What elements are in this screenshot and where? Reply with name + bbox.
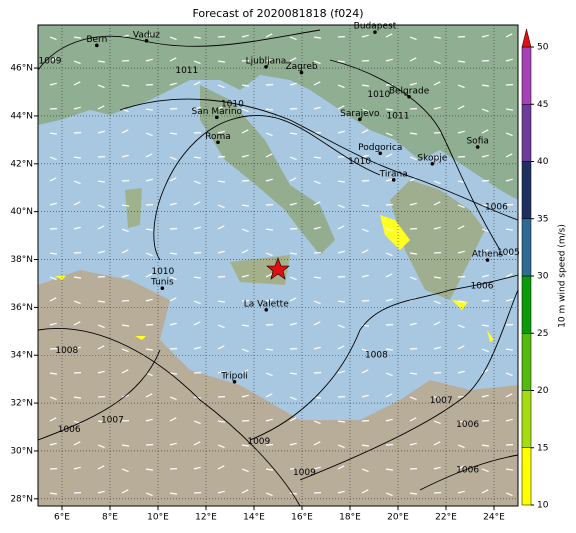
map-title: Forecast of 2020081818 (f024) (192, 7, 363, 20)
colorbar-tick-label: 20 (537, 386, 549, 396)
city-name: Roma (205, 132, 231, 142)
colorbar-tick-label: 30 (537, 272, 549, 282)
colorbar-segment (522, 276, 531, 333)
lat-tick-label: 46°N (10, 64, 33, 74)
colorbar-tick-label: 10 (537, 501, 549, 511)
lon-tick-label: 10°E (147, 513, 169, 523)
colorbar-tick-label: 40 (537, 157, 549, 167)
lon-tick-label: 20°E (387, 513, 409, 523)
isobar-label: 1006 (456, 420, 479, 430)
lon-tick-label: 12°E (195, 513, 217, 523)
isobar-label: 1011 (175, 66, 198, 76)
isobar-label: 1009 (293, 468, 316, 478)
colorbar: 10 15 20 25 30 35 40 45 50 10 m wind speed (m/s) (522, 29, 568, 511)
colorbar-extend (522, 29, 531, 47)
colorbar-segment (522, 219, 531, 276)
isobar-label: 1006 (471, 281, 494, 291)
colorbar-segment (522, 391, 531, 448)
lat-tick-label: 42°N (10, 159, 33, 169)
colorbar-label: 10 m wind speed (m/s) (558, 224, 568, 328)
isobar-label: 1006 (485, 202, 508, 212)
isobar-label: 1009 (39, 56, 62, 66)
lat-tick-label: 40°N (10, 207, 33, 217)
isobar-label: 1007 (101, 415, 124, 425)
colorbar-tick-label: 50 (537, 43, 549, 53)
isobar-label: 1009 (247, 437, 270, 447)
colorbar-tick-label: 25 (537, 329, 548, 339)
isobar-label: 1011 (387, 111, 410, 121)
isobar-label: 1008 (365, 351, 388, 361)
city-name: Sarajevo (340, 109, 380, 119)
city-name: Podgorica (358, 143, 402, 153)
lon-tick-label: 24°E (483, 513, 505, 523)
isobar-label: 1010 (348, 157, 371, 167)
city-name: La Valette (244, 299, 289, 309)
lat-tick-label: 36°N (10, 303, 33, 313)
lat-tick-label: 30°N (10, 446, 33, 456)
colorbar-segment (522, 47, 531, 104)
city-name: Tripoli (220, 371, 248, 381)
colorbar-tick-label: 15 (537, 443, 548, 453)
isobar-label: 1010 (151, 267, 174, 277)
colorbar-segment (522, 104, 531, 161)
isobar-label: 1006 (456, 466, 479, 476)
city-name: San Marino (192, 107, 243, 117)
lat-tick-label: 44°N (10, 111, 33, 121)
city-name: Sofia (466, 137, 488, 147)
lat-tick-label: 32°N (10, 399, 33, 409)
city-name: Belgrade (389, 86, 430, 96)
colorbar-tick-label: 45 (537, 100, 548, 110)
city-name: Tunis (150, 278, 174, 288)
colorbar-segment (522, 448, 531, 505)
lat-tick-label: 28°N (10, 494, 33, 504)
colorbar-tick-label: 35 (537, 214, 548, 224)
isobar-label: 1008 (55, 346, 78, 356)
city-name: Bern (86, 35, 107, 45)
isobar-label: 1006 (58, 425, 81, 435)
lon-tick-label: 16°E (291, 513, 313, 523)
lon-tick-label: 22°E (435, 513, 457, 523)
lat-tick-label: 34°N (10, 351, 33, 361)
lon-tick-label: 18°E (339, 513, 361, 523)
city-name: Zagreb (285, 62, 317, 72)
lat-tick-label: 38°N (10, 255, 33, 265)
city-name: Budapest (354, 22, 397, 32)
colorbar-segment (522, 162, 531, 219)
lon-tick-label: 6°E (54, 513, 70, 523)
lon-tick-label: 14°E (243, 513, 265, 523)
lon-tick-label: 8°E (102, 513, 118, 523)
colorbar-segment (522, 333, 531, 390)
city-name: Athens (472, 249, 503, 259)
isobar-label: 1007 (430, 396, 453, 406)
city-name: Vaduz (133, 30, 160, 40)
city-name: Ljubljana (246, 56, 287, 66)
city-name: Skopje (417, 153, 447, 163)
isobar-label: 1010 (367, 90, 390, 100)
city-name: Tirana (379, 169, 408, 179)
